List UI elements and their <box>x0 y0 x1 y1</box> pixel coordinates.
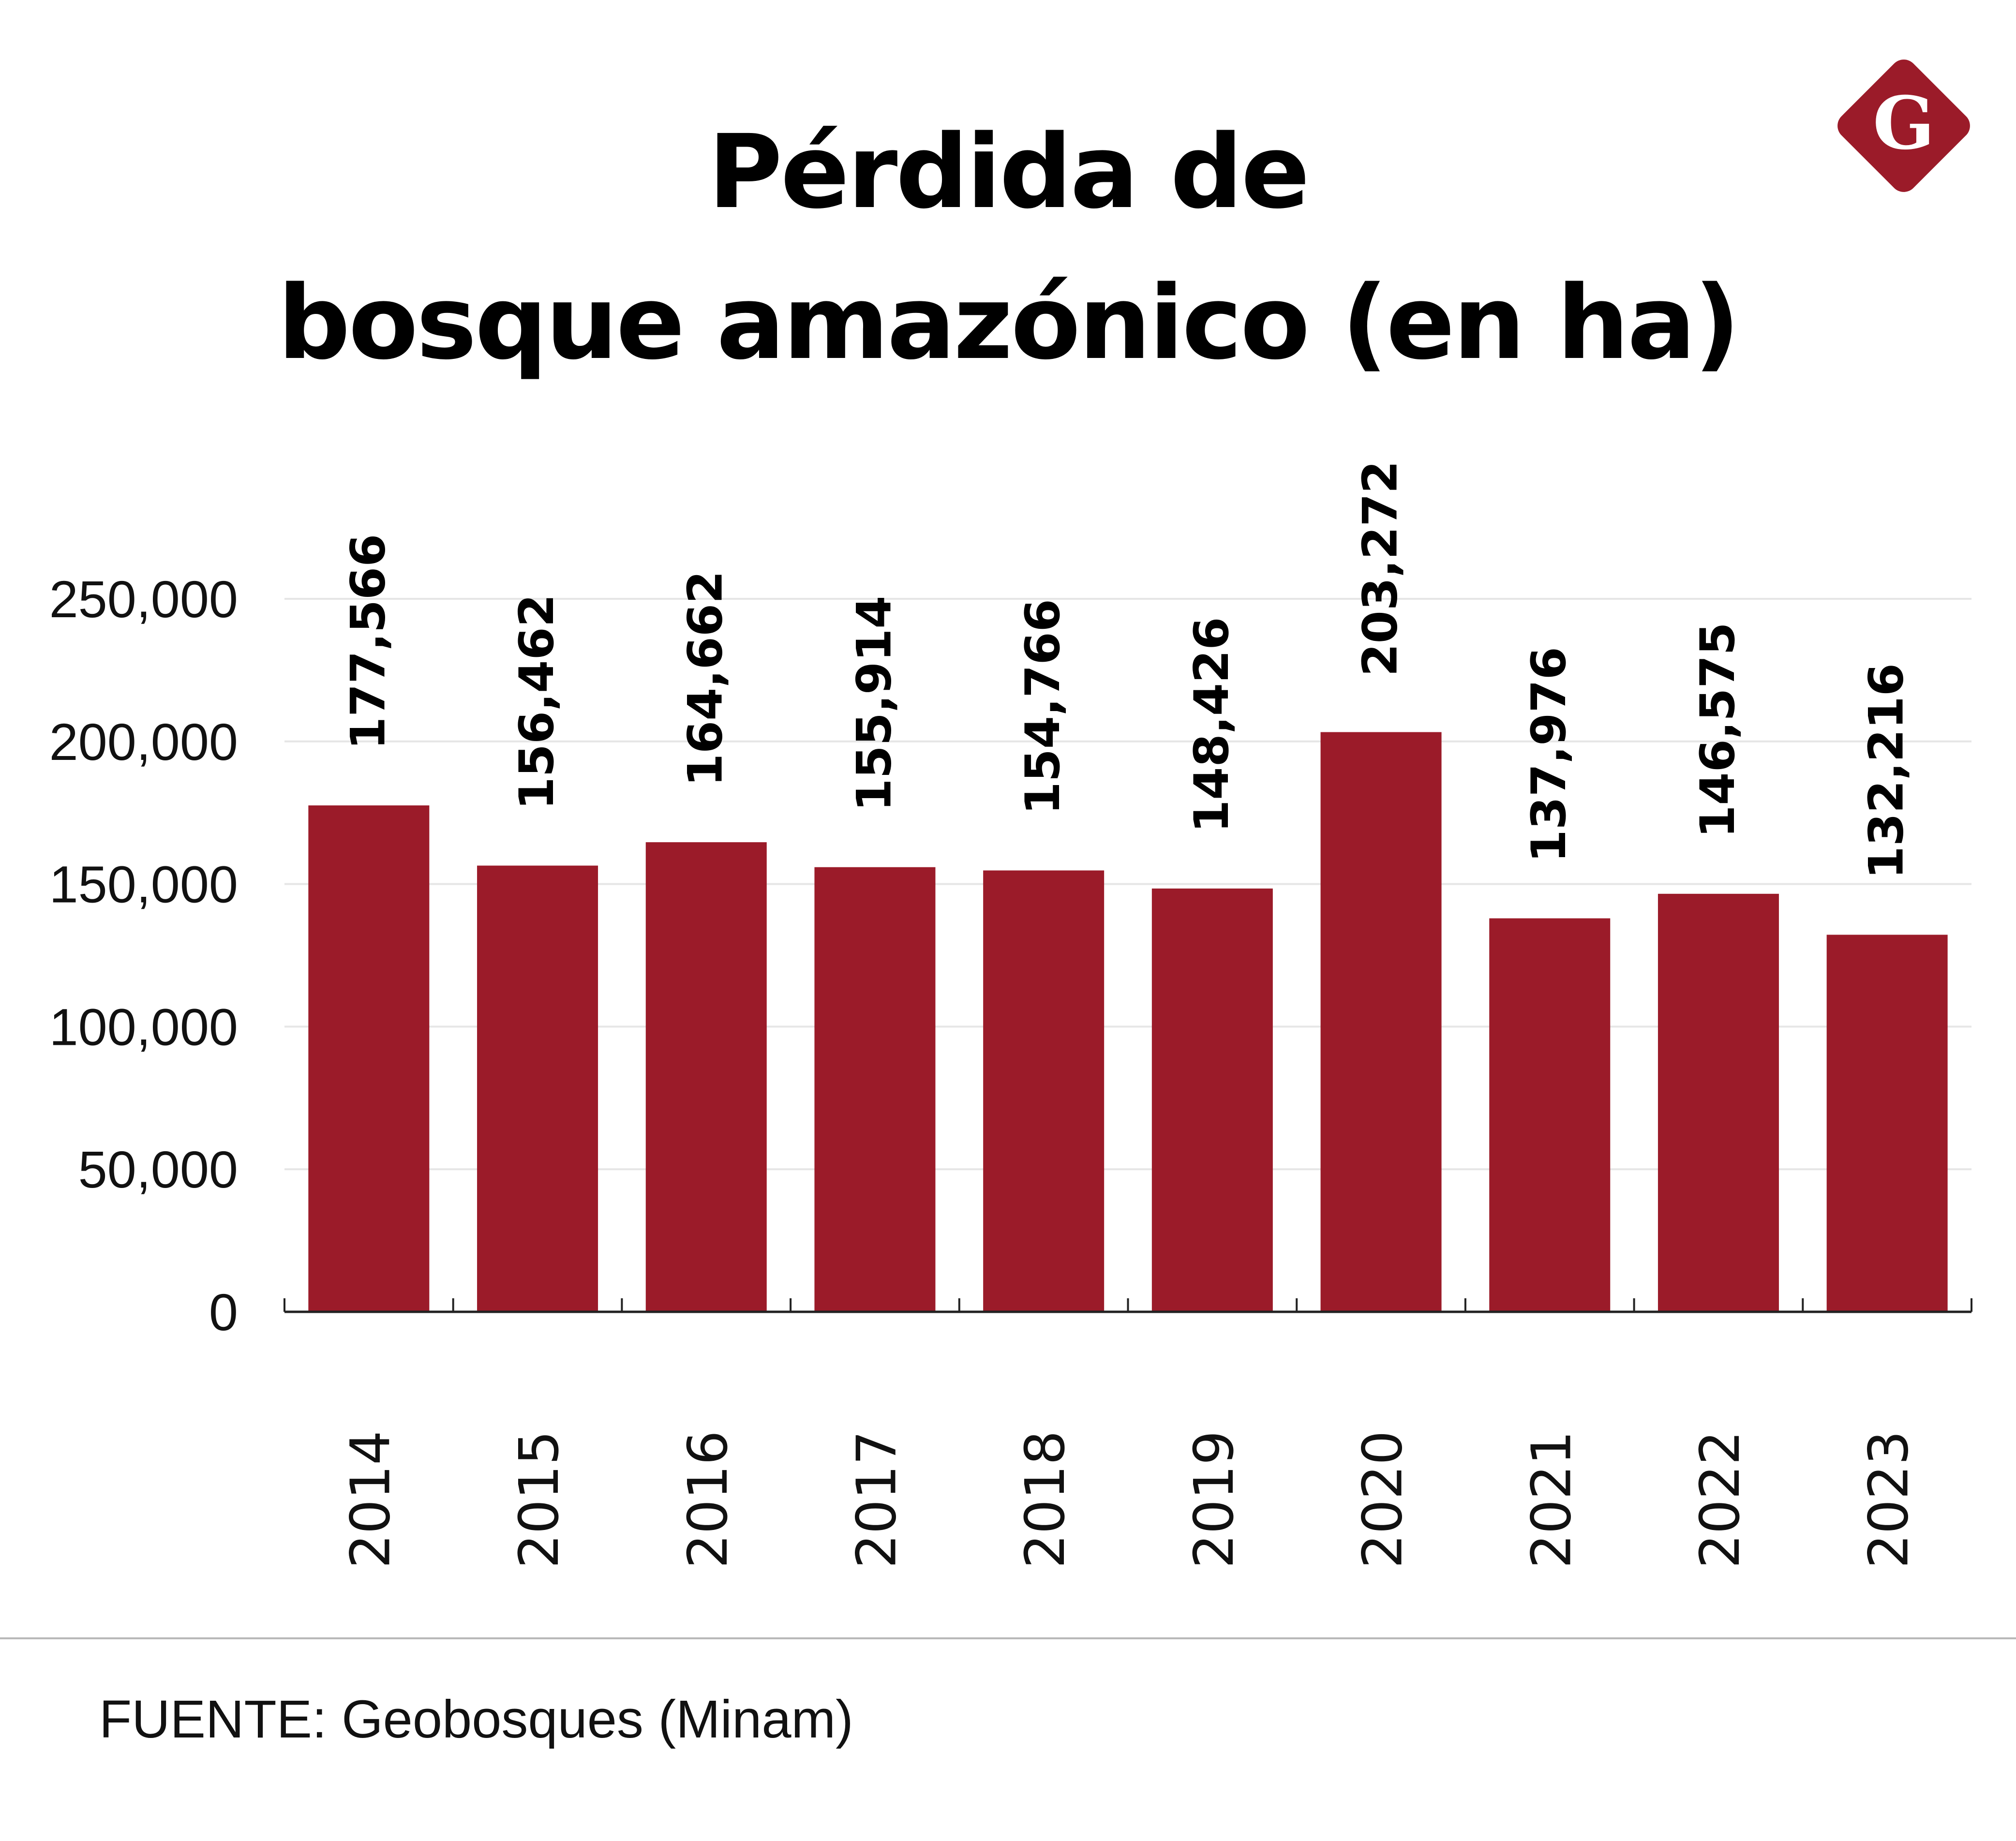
y-tick-label: 50,000 <box>78 1140 238 1199</box>
y-tick-label: 0 <box>209 1283 238 1341</box>
bar-2016 <box>645 842 767 1312</box>
logo-letter: G <box>1873 81 1935 166</box>
title-line-2: bosque amazónico (en ha) <box>277 264 1740 382</box>
bar-2018 <box>983 870 1105 1312</box>
bar-2017 <box>814 867 936 1312</box>
value-label-2016: 164,662 <box>678 571 733 787</box>
value-label-2019: 148,426 <box>1184 617 1239 833</box>
bar-2023 <box>1826 935 1948 1312</box>
x-tick-label-2016: 2016 <box>677 1430 740 1568</box>
y-tick-label: 200,000 <box>49 713 238 771</box>
source-note: FUENTE: Geobosques (Minam) <box>99 1690 853 1749</box>
y-tick-label: 250,000 <box>49 570 238 628</box>
footer-divider <box>0 1637 2016 1639</box>
value-label-2014: 177,566 <box>341 534 396 750</box>
value-label-2018: 154,766 <box>1015 599 1071 815</box>
y-tick-label: 150,000 <box>49 855 238 914</box>
x-tick-label-2015: 2015 <box>508 1430 571 1568</box>
value-label-2022: 146,575 <box>1690 622 1746 838</box>
bar-2019 <box>1151 888 1273 1312</box>
x-tick-label-2021: 2021 <box>1520 1430 1583 1568</box>
bar-2015 <box>477 865 598 1312</box>
x-axis-ticks: 2014 2015 2016 2017 2018 2019 2020 2021 2022 2023 <box>339 1430 1920 1568</box>
x-tick-label-2017: 2017 <box>845 1430 908 1568</box>
title-line-1: Pérdida de <box>708 113 1310 231</box>
y-tick-label: 100,000 <box>49 997 238 1056</box>
bar-2014 <box>308 805 430 1312</box>
x-axis <box>284 1298 1972 1313</box>
x-tick-label-2014: 2014 <box>339 1430 402 1568</box>
value-label-2021: 137,976 <box>1522 647 1577 862</box>
x-tick-label-2020: 2020 <box>1352 1430 1415 1568</box>
bars <box>308 732 1948 1312</box>
bar-2020 <box>1320 732 1442 1312</box>
bar-2022 <box>1658 893 1779 1312</box>
x-tick-label-2022: 2022 <box>1689 1430 1752 1568</box>
value-label-2015: 156,462 <box>509 594 565 810</box>
value-labels: 177,566 156,462 164,662 155,914 154,766 148,4… <box>341 460 1914 879</box>
chart-title: Pérdida de bosque amazónico (en ha) <box>0 97 2016 399</box>
brand-diamond-logo-icon: G <box>1837 59 1970 192</box>
value-label-2017: 155,914 <box>847 595 902 811</box>
logo-diamond <box>1837 59 1970 192</box>
value-label-2020: 203,272 <box>1353 460 1408 676</box>
bar-2021 <box>1489 918 1611 1312</box>
y-axis-ticks: 0 50,000 100,000 150,000 200,000 250,000 <box>49 570 238 1341</box>
x-tick-label-2018: 2018 <box>1014 1430 1077 1568</box>
x-tick-label-2019: 2019 <box>1183 1430 1246 1568</box>
value-label-2023: 132,216 <box>1859 663 1914 879</box>
x-tick-label-2023: 2023 <box>1858 1430 1921 1568</box>
